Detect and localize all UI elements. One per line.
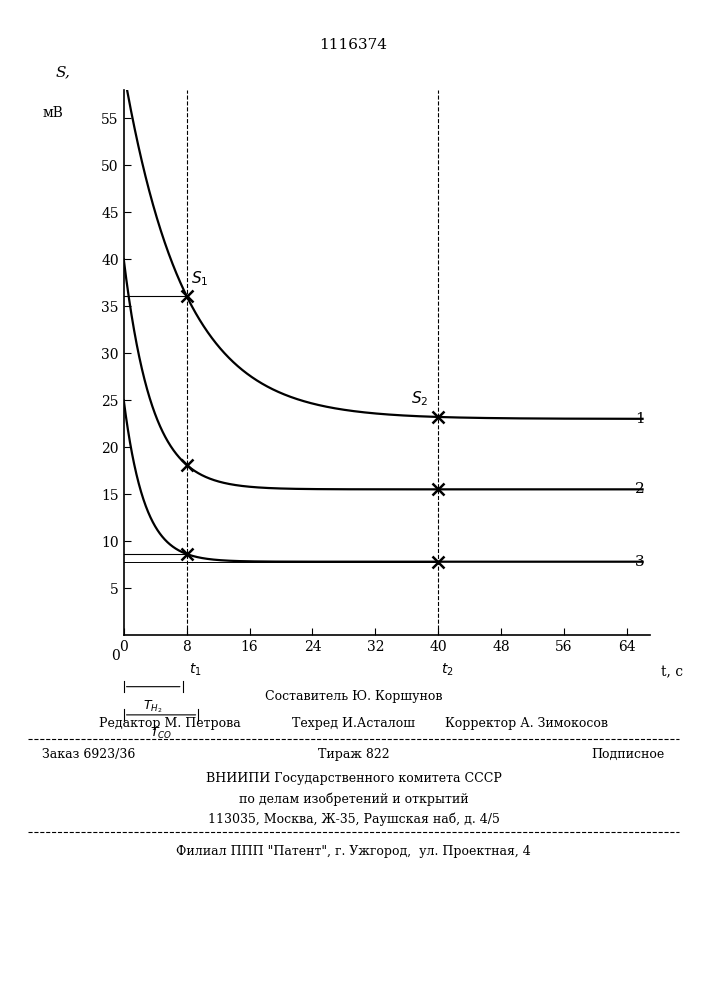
Text: Составитель Ю. Коршунов: Составитель Ю. Коршунов [264,690,443,703]
Text: $S_2$: $S_2$ [411,389,428,408]
Text: 2: 2 [635,482,645,496]
Text: Заказ 6923/36: Заказ 6923/36 [42,748,136,761]
Text: ВНИИПИ Государственного комитета СССР: ВНИИПИ Государственного комитета СССР [206,772,501,785]
Text: $t_2$: $t_2$ [440,661,453,678]
Text: $T_{CO}$: $T_{CO}$ [150,726,173,741]
Text: Техред И.Асталош: Техред И.Асталош [292,717,415,730]
Text: Тираж 822: Тираж 822 [317,748,390,761]
Text: t, с: t, с [661,665,683,679]
Text: 113035, Москва, Ж-35, Раушская наб, д. 4/5: 113035, Москва, Ж-35, Раушская наб, д. 4… [208,812,499,826]
Text: S,: S, [55,65,70,79]
Text: Корректор А. Зимокосов: Корректор А. Зимокосов [445,717,608,730]
Text: 1116374: 1116374 [320,38,387,52]
Text: $S_1$: $S_1$ [192,270,209,288]
Text: мВ: мВ [42,106,63,120]
Text: Редактор М. Петрова: Редактор М. Петрова [99,717,240,730]
Text: 3: 3 [635,555,644,569]
Text: 1: 1 [635,412,645,426]
Text: Подписное: Подписное [591,748,665,761]
Text: $t_1$: $t_1$ [189,661,201,678]
Text: 0: 0 [111,649,119,663]
Text: $T_{H_2}$: $T_{H_2}$ [144,698,163,715]
Text: Филиал ППП "Патент", г. Ужгород,  ул. Проектная, 4: Филиал ППП "Патент", г. Ужгород, ул. Про… [176,845,531,858]
Text: по делам изобретений и открытий: по делам изобретений и открытий [239,792,468,806]
